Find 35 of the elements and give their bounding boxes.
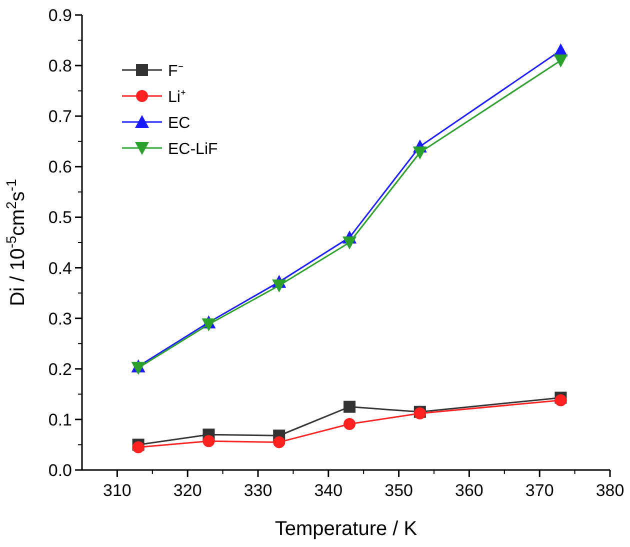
y-tick-label: 0.6 — [48, 158, 72, 177]
legend-label: EC — [168, 115, 190, 132]
point — [202, 318, 216, 332]
y-tick-label: 0.0 — [48, 461, 72, 480]
x-tick-label: 340 — [314, 481, 343, 500]
point — [344, 418, 356, 430]
point — [412, 146, 427, 160]
x-axis-title: Temperature / K — [274, 518, 418, 540]
y-tick-label: 0.4 — [48, 258, 72, 278]
legend-label: Li⁺ — [168, 89, 186, 106]
y-tick-label: 0.2 — [48, 360, 72, 379]
y-tick-label: 0.9 — [48, 6, 72, 25]
x-tick-label: 330 — [244, 481, 272, 500]
y-tick-label: 0.8 — [48, 56, 72, 76]
y-tick-label: 0.3 — [48, 309, 72, 328]
point — [342, 236, 357, 250]
point — [202, 435, 215, 448]
x-tick-label: 350 — [384, 481, 413, 500]
x-tick-label: 310 — [103, 481, 132, 500]
point — [272, 279, 286, 292]
legend-label: EC-LiF — [168, 141, 218, 158]
point — [273, 436, 286, 448]
point — [344, 400, 356, 413]
y-tick-label: 0.1 — [48, 410, 72, 430]
x-tick-label: 360 — [455, 481, 484, 500]
x-tick-label: 320 — [173, 481, 202, 500]
point — [554, 394, 567, 406]
point — [132, 441, 144, 454]
point — [131, 362, 146, 375]
y-tick-label: 0.5 — [48, 208, 72, 228]
point — [554, 54, 568, 68]
y-tick-label: 0.7 — [48, 107, 72, 126]
x-tick-label: 380 — [596, 481, 624, 500]
legend-label: F⁻ — [168, 63, 183, 80]
x-tick-label: 370 — [525, 481, 554, 500]
